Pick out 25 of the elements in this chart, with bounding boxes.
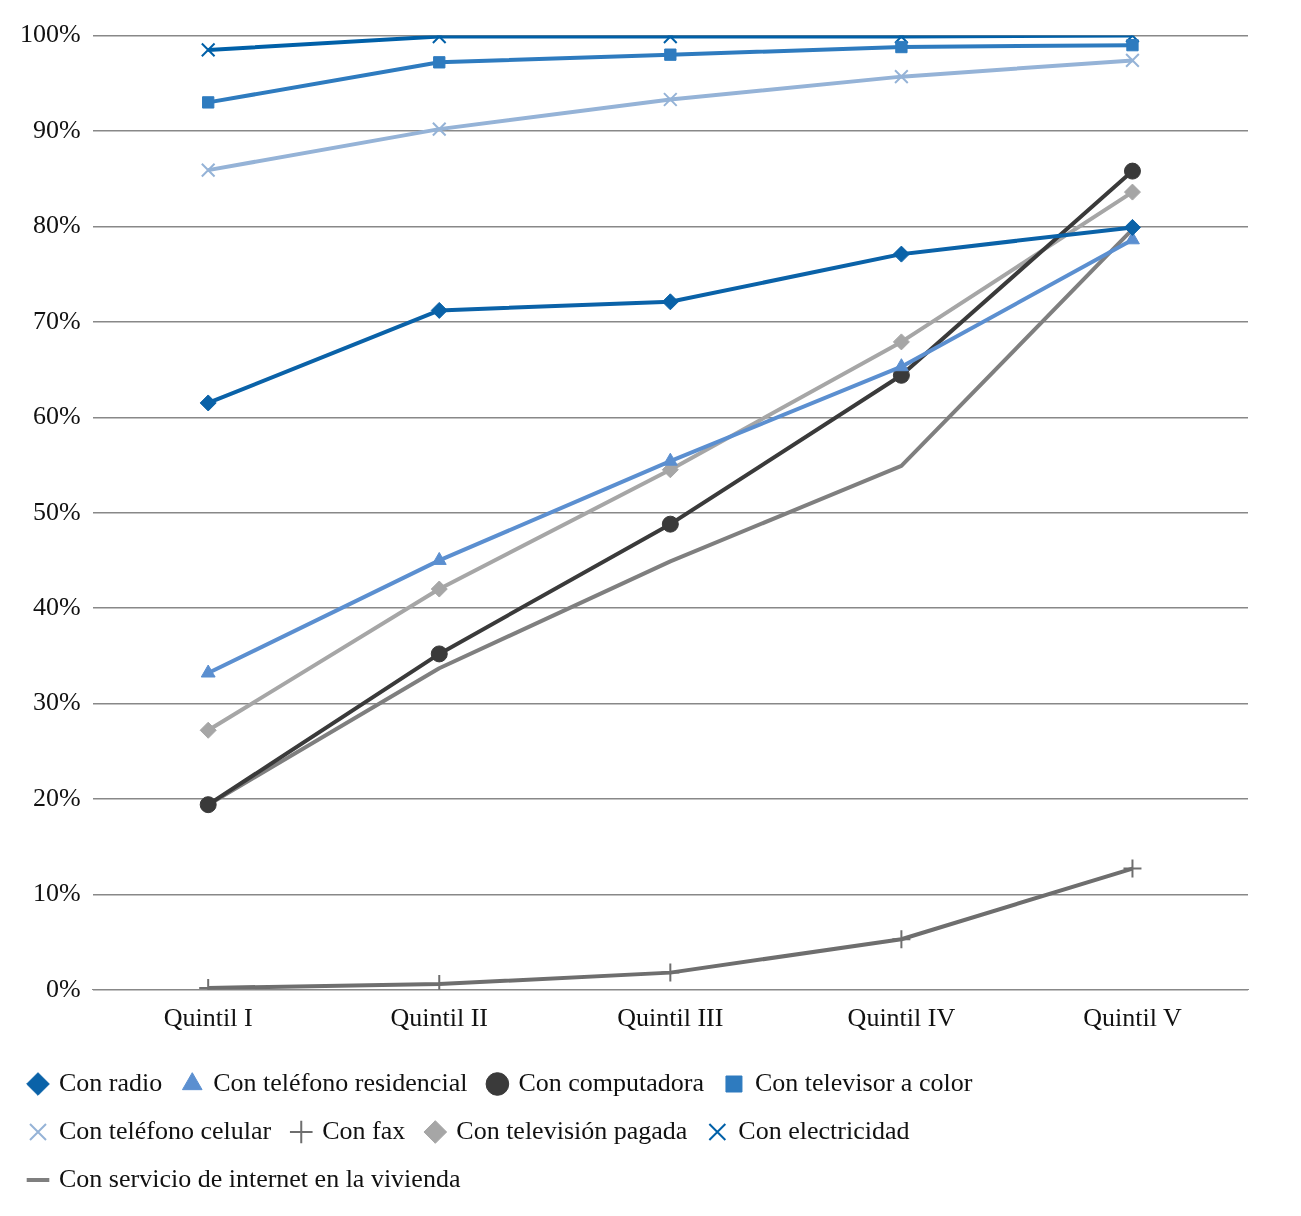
y-tick-label: 80%	[32, 210, 81, 240]
legend-label: Con fax	[322, 1115, 406, 1145]
y-tick-label: 20%	[32, 782, 81, 812]
y-tick-label: 0%	[45, 973, 81, 1003]
y-tick-label: 40%	[32, 591, 81, 621]
x-tick-label: Quintil IV	[847, 1003, 956, 1033]
legend-label: Con computadora	[518, 1067, 705, 1097]
legend-label: Con electricidad	[738, 1115, 910, 1145]
legend-label: Con servicio de internet en la vivienda	[59, 1163, 461, 1193]
legend-label: Con televisión pagada	[456, 1115, 688, 1145]
y-tick-label: 100%	[19, 19, 81, 49]
y-tick-label: 30%	[32, 687, 81, 717]
x-tick-label: Quintil III	[617, 1003, 724, 1033]
x-tick-label: Quintil II	[390, 1003, 489, 1033]
y-tick-label: 50%	[32, 496, 81, 526]
x-tick-label: Quintil V	[1083, 1003, 1182, 1033]
x-tick-label: Quintil I	[163, 1003, 253, 1033]
y-tick-label: 90%	[32, 114, 81, 144]
y-tick-label: 60%	[32, 401, 81, 431]
legend-label: Con radio	[59, 1067, 163, 1097]
y-tick-label: 70%	[32, 305, 81, 335]
legend-label: Con teléfono residencial	[213, 1067, 468, 1097]
y-tick-label: 10%	[32, 878, 81, 908]
legend-label: Con teléfono celular	[59, 1115, 272, 1145]
legend-label: Con televisor a color	[754, 1067, 973, 1097]
